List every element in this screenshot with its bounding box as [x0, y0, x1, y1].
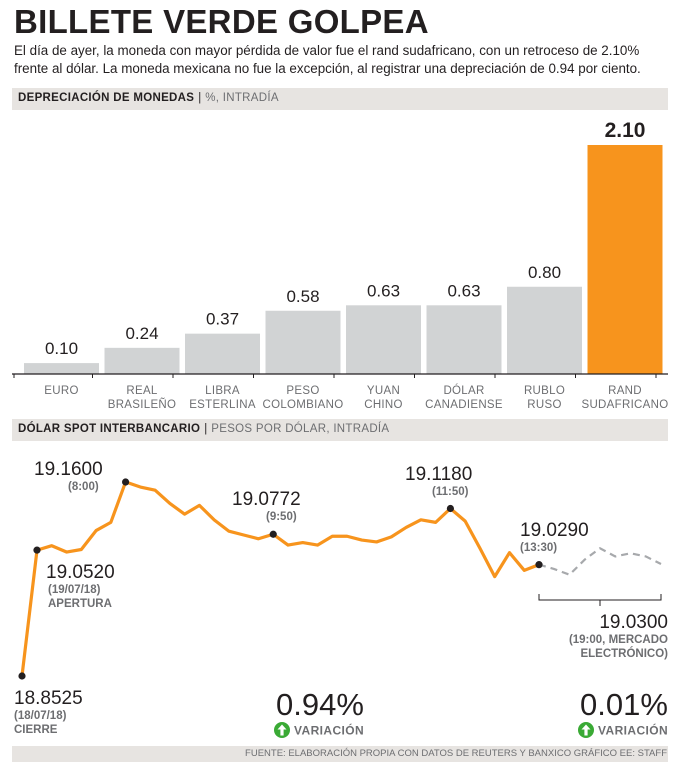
annotation-detail: (13:30) [520, 542, 557, 554]
bar [346, 305, 421, 374]
annotation-value: 19.0520 [46, 562, 115, 583]
variation-value: 0.01% [580, 687, 668, 722]
data-point-marker [18, 672, 26, 680]
bar [185, 333, 260, 374]
source-band [12, 746, 668, 762]
data-point-marker [121, 478, 130, 486]
series-line-electronic [538, 546, 662, 577]
bar-value-label: 0.80 [528, 263, 561, 282]
section-band-depreciation: DEPRECIACIÓN DE MONEDAS |%, INTRADÍA [12, 88, 668, 110]
annotation-detail: (11:50) [432, 486, 469, 498]
variation-value: 0.94% [276, 687, 364, 722]
annotation-detail: (8:00) [68, 481, 99, 493]
annotation-value: 19.1600 [34, 459, 103, 480]
section-unit-spot: PESOS POR DÓLAR, INTRADÍA [211, 423, 390, 435]
annotation-detail: CIERRE [14, 724, 58, 736]
category-label: RUBLO RUSO [524, 385, 565, 411]
variation-label: VARIACIÓN [598, 723, 668, 738]
source-note: FUENTE: ELABORACIÓN PROPIA CON DATOS DE … [245, 748, 667, 759]
section-separator: | [198, 92, 202, 104]
section-band-spot: DÓLAR SPOT INTERBANCARIO | PESOS POR DÓLAR… [12, 419, 668, 441]
data-point-marker [535, 561, 543, 569]
annotation-value: 19.0300 [599, 612, 668, 633]
category-label: LIBRA ESTERLINA [189, 385, 256, 411]
bar-value-label: 0.37 [206, 310, 239, 329]
annotation-value: 19.0290 [520, 520, 589, 541]
bar-value-label: 0.58 [286, 287, 319, 306]
annotation-detail: APERTURA [48, 598, 112, 610]
section-separator: | [204, 423, 208, 435]
annotation-detail: (9:50) [266, 511, 297, 523]
bar-value-label: 0.63 [367, 281, 400, 300]
variation-label: VARIACIÓN [294, 723, 364, 738]
bar [104, 347, 180, 374]
bar-chart-depreciation: 0.10 EURO 0.24 REAL BRASILEÑO 0.37 LIBRA ESTERL… [12, 119, 668, 411]
section-title-spot: DÓLAR SPOT INTERBANCARIO [18, 423, 201, 435]
annotation-detail: (18/07/18) [14, 710, 67, 722]
bar [507, 286, 582, 374]
bar [265, 310, 341, 374]
annotation-detail: ELECTRÓNICO) [580, 647, 668, 660]
up-arrow-icon [578, 722, 594, 738]
category-label: PESO COLOMBIANO [263, 385, 344, 411]
category-label: REAL BRASILEÑO [108, 385, 177, 411]
category-label: RAND SUDAFRICANO [581, 385, 668, 411]
category-label: EURO [44, 385, 78, 397]
category-label: DÓLAR CANADIENSE [425, 384, 503, 411]
chart-title: BILLETE VERDE GOLPEA [14, 3, 429, 40]
annotation-value: 19.1180 [405, 464, 472, 485]
category-label: YUAN CHINO [364, 385, 403, 411]
section-unit-depreciation: %, INTRADÍA [205, 92, 279, 104]
section-title-depreciation: DEPRECIACIÓN DE MONEDAS [18, 92, 195, 104]
bar [587, 145, 663, 374]
annotation-detail: (19:00, MERCADO [569, 634, 668, 646]
bar-value-label: 0.63 [447, 281, 480, 300]
annotation-value: 19.0772 [232, 489, 301, 510]
annotation-value: 18.8525 [14, 688, 83, 709]
data-point-marker [446, 504, 455, 513]
bar-value-label: 2.10 [605, 119, 646, 142]
bar-value-label: 0.10 [45, 339, 78, 358]
chart-subtitle: El día de ayer, la moneda con mayor pérd… [14, 43, 641, 76]
range-bracket [538, 594, 662, 606]
data-point-marker [33, 546, 41, 554]
annotation-detail: (19/07/18) [48, 584, 101, 596]
data-point-marker [269, 530, 277, 538]
bar [426, 305, 502, 374]
bar [24, 363, 99, 374]
bar-value-label: 0.24 [125, 324, 158, 343]
up-arrow-icon [274, 722, 290, 738]
